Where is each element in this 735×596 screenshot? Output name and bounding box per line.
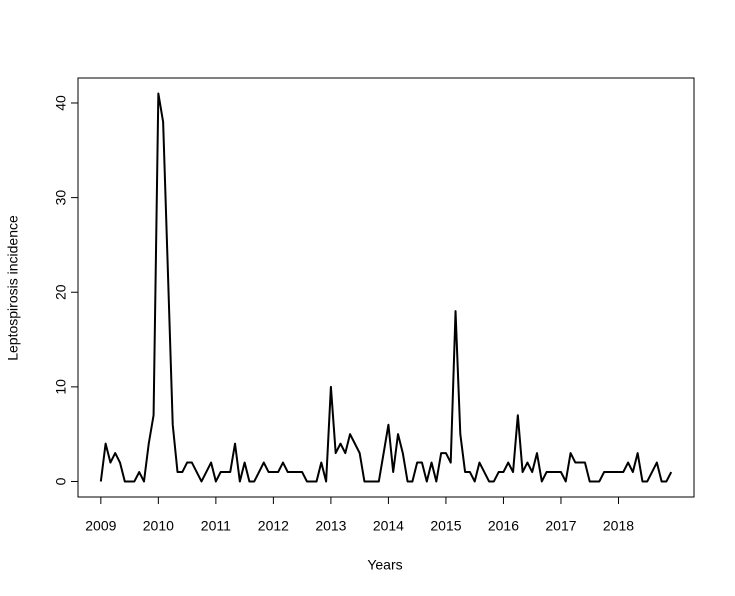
y-tick-label: 30 (53, 190, 69, 206)
x-tick-label: 2013 (315, 518, 346, 534)
x-axis-label: Years (367, 557, 402, 573)
y-tick-label: 20 (53, 284, 69, 300)
x-tick-label: 2018 (603, 518, 634, 534)
y-tick-label: 0 (53, 477, 69, 485)
x-tick-label: 2014 (373, 518, 404, 534)
data-line (99, 92, 673, 483)
x-tick-label: 2012 (258, 518, 289, 534)
x-tick-label: 2010 (143, 518, 174, 534)
x-tick-label: 2016 (488, 518, 519, 534)
y-tick-label: 10 (53, 379, 69, 395)
x-tick-label: 2017 (545, 518, 576, 534)
y-tick-label: 40 (53, 95, 69, 111)
x-tick-label: 2011 (201, 518, 231, 534)
x-tick-label: 2009 (85, 518, 116, 534)
y-axis-label: Leptospirosis incidence (5, 215, 21, 361)
plot-frame (77, 77, 695, 498)
x-tick-label: 2015 (430, 518, 461, 534)
